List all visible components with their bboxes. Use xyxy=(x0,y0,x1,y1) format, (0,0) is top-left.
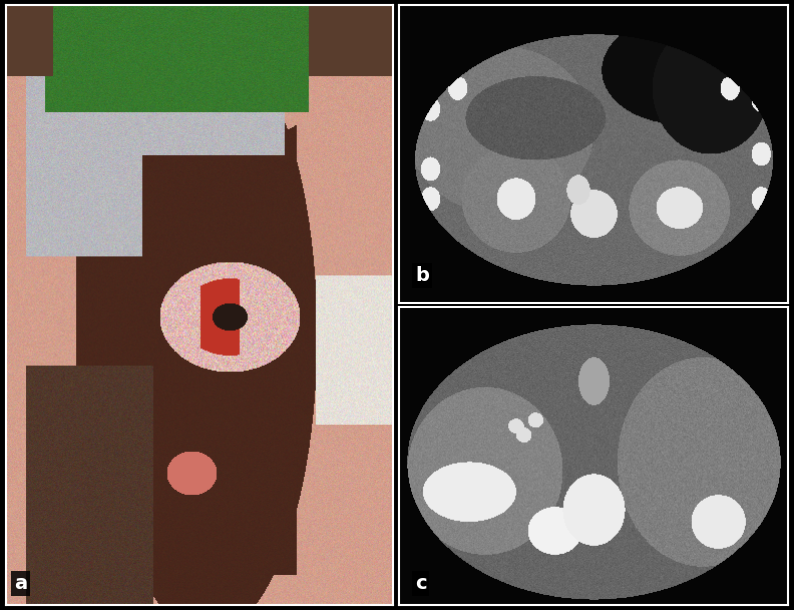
Text: a: a xyxy=(14,574,27,593)
Text: b: b xyxy=(415,267,429,285)
Text: c: c xyxy=(415,574,426,593)
